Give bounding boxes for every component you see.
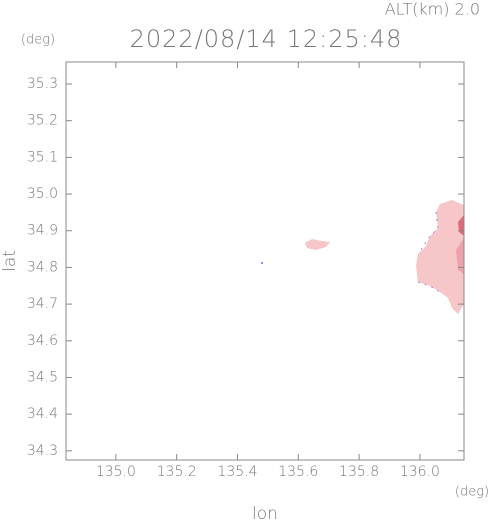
x-tick-label: 135.0	[96, 464, 136, 480]
y-unit: (deg)	[21, 33, 55, 48]
x-unit: (deg)	[455, 485, 489, 500]
y-tick-label: 34.5	[27, 369, 58, 385]
x-tick-label: 135.6	[278, 464, 318, 480]
altitude-label: ALT(km) 2.0	[385, 0, 480, 19]
chart-title: 2022/08/14 12:25:48	[130, 25, 403, 53]
plot-frame	[65, 61, 465, 461]
x-axis-title: lon	[252, 504, 278, 521]
echo-edge	[417, 211, 441, 293]
y-tick-label: 34.6	[27, 333, 58, 349]
x-tick-label: 135.4	[217, 464, 257, 480]
y-axis-title: lat	[0, 250, 20, 272]
y-tick-label: 35.1	[27, 149, 58, 165]
y-tick-label: 35.0	[27, 186, 58, 202]
y-tick-label: 35.2	[27, 113, 58, 129]
x-tick-label: 135.2	[157, 464, 197, 480]
y-tick-label: 34.7	[27, 296, 58, 312]
x-tick-label: 136.0	[400, 464, 440, 480]
radar-echoes	[261, 200, 464, 314]
y-tick-label: 34.4	[27, 406, 58, 422]
y-tick-label: 34.8	[27, 259, 58, 275]
x-tick-label: 135.8	[339, 464, 379, 480]
y-tick-label: 34.3	[27, 443, 58, 459]
echo-area	[305, 239, 330, 250]
y-tick-label: 35.3	[27, 76, 58, 92]
echo-core	[456, 238, 464, 274]
echo-dot	[261, 262, 263, 264]
echo-area	[416, 200, 464, 314]
y-tick-label: 34.9	[27, 223, 58, 239]
